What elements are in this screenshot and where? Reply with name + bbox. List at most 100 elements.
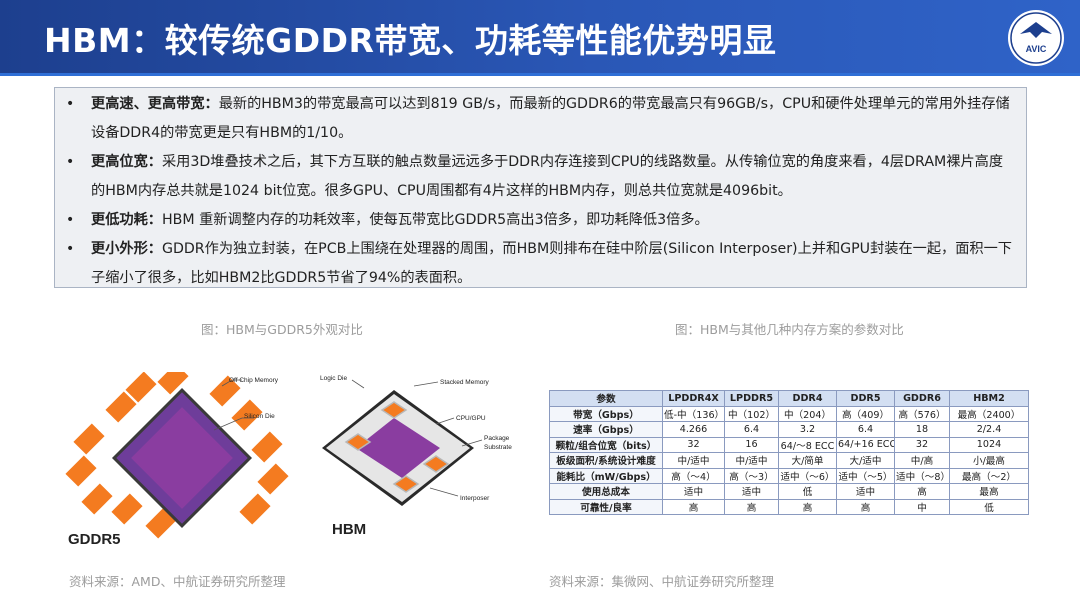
table-cell: 最高（2400） <box>949 405 1029 422</box>
bullet-text: 最新的HBM3的带宽最高可以达到819 GB/s，而最新的GDDR6的带宽最高只… <box>91 96 1010 141</box>
right-source-note: 资料来源：集微网、中航证券研究所整理 <box>549 574 775 589</box>
table-cell: 能耗比（mW/Gbps） <box>549 467 663 484</box>
table-row: 可靠性/良率 高 高 高 高 中 低 <box>549 498 1029 515</box>
left-source-note: 资料来源：AMD、中航证券研究所整理 <box>69 574 286 589</box>
bullet-text: GDDR作为独立封装，在PCB上围绕在处理器的周围，而HBM则排布在硅中阶层(S… <box>91 241 1012 286</box>
table-cell: 板级面积/系统设计难度 <box>549 452 663 469</box>
gddr5-label: GDDR5 <box>68 531 121 548</box>
bullet-power: • 更低功耗：HBM 重新调整内存的功耗效率，使每瓦带宽比GDDR5高出3倍多，即… <box>65 206 1016 235</box>
table-cell: 速率（Gbps） <box>549 421 663 438</box>
hbm-label: HBM <box>332 521 366 538</box>
table-cell: 适中 <box>836 483 895 500</box>
table-header: 参数 <box>549 390 663 407</box>
table-header: LPDDR4X <box>662 390 725 407</box>
bullet-key: 更小外形： <box>91 241 162 257</box>
table-cell: 可靠性/良率 <box>549 498 663 515</box>
table-row: 颗粒/组合位宽（bits） 32 16 64/～8 ECC 64/+16 ECC… <box>549 436 1029 453</box>
svg-text:Logic Die: Logic Die <box>320 375 347 382</box>
table-cell: 小/最高 <box>949 452 1029 469</box>
svg-text:AVIC: AVIC <box>1026 44 1047 54</box>
left-figure-caption: 图：HBM与GDDR5外观对比 <box>201 322 363 337</box>
table-row: 带宽（Gbps） 低-中（136） 中（102） 中（204） 高（409） 高… <box>549 405 1029 422</box>
table-row: 使用总成本 适中 适中 低 适中 高 最高 <box>549 483 1029 500</box>
table-cell: 64/～8 ECC <box>778 436 837 453</box>
table-cell: 2/2.4 <box>949 421 1029 438</box>
table-cell: 中（204） <box>778 405 837 422</box>
table-cell: 32 <box>894 436 950 453</box>
svg-text:Stacked Memory: Stacked Memory <box>440 379 490 386</box>
table-cell: 1024 <box>949 436 1029 453</box>
svg-text:Interposer: Interposer <box>460 495 490 502</box>
table-cell: 高 <box>778 498 837 515</box>
table-cell: 大/适中 <box>836 452 895 469</box>
bullet-dot: • <box>66 212 75 228</box>
table-row: 能耗比（mW/Gbps） 高（～4） 高（～3） 适中（～6） 适中（～5） 适… <box>549 467 1029 484</box>
table-header: DDR4 <box>778 390 837 407</box>
svg-text:Silicon Die: Silicon Die <box>244 413 275 420</box>
svg-text:Off Chip Memory: Off Chip Memory <box>229 377 279 384</box>
bullet-bandwidth: • 更高速、更高带宽：最新的HBM3的带宽最高可以达到819 GB/s，而最新的G… <box>65 90 1016 148</box>
table-row: 速率（Gbps） 4.266 6.4 3.2 6.4 18 2/2.4 <box>549 421 1029 438</box>
bullet-dot: • <box>66 154 75 170</box>
bullet-bitwidth: • 更高位宽：采用3D堆叠技术之后，其下方互联的触点数量远远多于DDR内存连接到C… <box>65 148 1016 206</box>
table-cell: 6.4 <box>724 421 779 438</box>
table-cell: 中 <box>894 498 950 515</box>
table-cell: 适中 <box>724 483 779 500</box>
page-title: HBM：较传统GDDR带宽、功耗等性能优势明显 <box>44 21 777 60</box>
table-header: DDR5 <box>836 390 895 407</box>
table-cell: 高（～3） <box>724 467 779 484</box>
table-header: HBM2 <box>949 390 1029 407</box>
table-cell: 中（102） <box>724 405 779 422</box>
table-cell: 高 <box>836 498 895 515</box>
gddr5-vs-hbm-diagram: Off Chip Memory Silicon Die GDDR5 Logic … <box>65 372 512 548</box>
table-cell: 中/适中 <box>662 452 725 469</box>
table-cell: 高 <box>724 498 779 515</box>
table-cell: 高（～4） <box>662 467 725 484</box>
table-cell: 3.2 <box>778 421 837 438</box>
table-cell: 适中（～5） <box>836 467 895 484</box>
table-cell: 高（409） <box>836 405 895 422</box>
table-cell: 高 <box>662 498 725 515</box>
table-cell: 适中（～6） <box>778 467 837 484</box>
table-cell: 64/+16 ECC <box>836 436 895 453</box>
table-header-row: 参数 LPDDR4X LPDDR5 DDR4 DDR5 GDDR6 HBM2 <box>549 390 1029 407</box>
bullet-dot: • <box>66 96 75 112</box>
svg-text:CPU/GPU: CPU/GPU <box>456 415 486 422</box>
hbm-diagram: Logic Die Stacked Memory CPU/GPU Package… <box>320 375 512 538</box>
table-cell: 大/简单 <box>778 452 837 469</box>
table-cell: 适中 <box>662 483 725 500</box>
table-cell: 低 <box>949 498 1029 515</box>
bullet-form-factor: • 更小外形：GDDR作为独立封装，在PCB上围绕在处理器的周围，而HBM则排布在… <box>65 235 1016 293</box>
table-cell: 使用总成本 <box>549 483 663 500</box>
table-cell: 低 <box>778 483 837 500</box>
bullet-key: 更高速、更高带宽： <box>91 96 219 112</box>
bullet-text: 采用3D堆叠技术之后，其下方互联的触点数量远远多于DDR内存连接到CPU的线路数… <box>91 154 1004 199</box>
table-header: GDDR6 <box>894 390 950 407</box>
table-cell: 适中（～8） <box>894 467 950 484</box>
table-cell: 颗粒/组合位宽（bits） <box>549 436 663 453</box>
table-cell: 中/适中 <box>724 452 779 469</box>
bullet-key: 更高位宽： <box>91 154 162 170</box>
table-cell: 18 <box>894 421 950 438</box>
bullets-box: • 更高速、更高带宽：最新的HBM3的带宽最高可以达到819 GB/s，而最新的G… <box>54 87 1027 288</box>
svg-text:Substrate: Substrate <box>484 444 512 451</box>
table-cell: 4.266 <box>662 421 725 438</box>
title-bar: HBM：较传统GDDR带宽、功耗等性能优势明显 AVIC <box>0 0 1080 76</box>
bullet-dot: • <box>66 241 75 257</box>
table-cell: 16 <box>724 436 779 453</box>
bullet-text: HBM 重新调整内存的功耗效率，使每瓦带宽比GDDR5高出3倍多，即功耗降低3倍… <box>161 212 709 228</box>
table-cell: 低-中（136） <box>662 405 725 422</box>
gddr5-diagram: Off Chip Memory Silicon Die GDDR5 <box>65 372 289 548</box>
table-row: 板级面积/系统设计难度 中/适中 中/适中 大/简单 大/适中 中/高 小/最高 <box>549 452 1029 469</box>
table-header: LPDDR5 <box>724 390 779 407</box>
table-cell: 最高 <box>949 483 1029 500</box>
memory-comparison-table: 参数 LPDDR4X LPDDR5 DDR4 DDR5 GDDR6 HBM2 带… <box>549 390 1029 515</box>
svg-text:Package: Package <box>484 435 510 442</box>
right-figure-caption: 图：HBM与其他几种内存方案的参数对比 <box>675 322 904 337</box>
bullet-key: 更低功耗： <box>91 212 162 228</box>
table-cell: 高（576） <box>894 405 950 422</box>
table-cell: 32 <box>662 436 725 453</box>
table-cell: 中/高 <box>894 452 950 469</box>
table-cell: 高 <box>894 483 950 500</box>
table-cell: 最高（～2） <box>949 467 1029 484</box>
